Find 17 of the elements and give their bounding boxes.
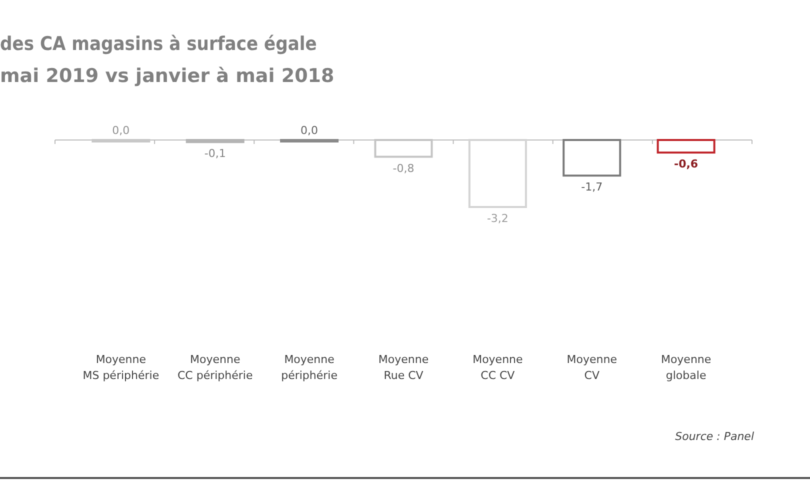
data-label: -0,8 [392,162,414,175]
data-label: -0,1 [204,147,226,160]
x-tick-label: Moyenne périphérie [281,353,338,382]
data-label: 0,0 [300,124,318,137]
x-tick-label: Moyenne CV [566,353,618,382]
x-tick-label: Moyenne Rue CV [378,353,429,382]
data-label: -3,2 [486,212,508,225]
x-tick-label: Moyenne CC périphérie [177,353,253,382]
chart-title: des CA magasins à surface égale [0,33,317,55]
source-note: Source : Panel [675,430,754,443]
x-tick-label: Moyenne CC CV [472,353,524,382]
x-tick-label: Moyenne globale [660,353,712,382]
data-label: 0,0 [112,124,130,137]
data-label: -1,7 [581,180,603,194]
x-tick-label: Moyenne MS périphérie [82,353,160,382]
chart-subtitle: mai 2019 vs janvier à mai 2018 [0,65,334,87]
data-label: -0,6 [674,158,698,171]
